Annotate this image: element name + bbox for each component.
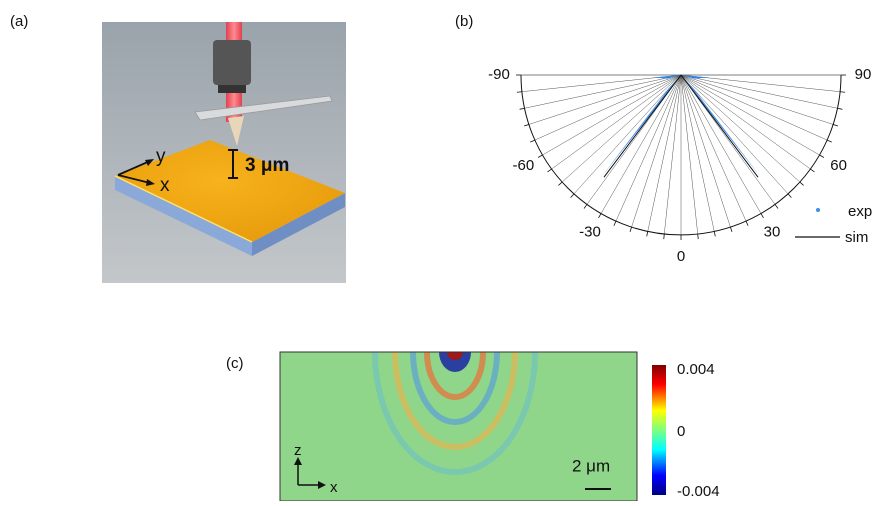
arc-tick xyxy=(520,108,525,109)
arc-tick xyxy=(838,108,843,109)
spoke xyxy=(681,75,788,194)
arc-tick xyxy=(647,232,648,237)
spoke xyxy=(574,75,681,194)
arc-tick xyxy=(664,234,665,239)
spoke xyxy=(681,75,761,214)
colorbar-tick-label: 0 xyxy=(677,423,685,440)
scale-bar-label: 2 μm xyxy=(572,456,610,475)
spoke xyxy=(562,75,681,182)
arc-tick xyxy=(558,182,562,185)
angle-tick-label: 0 xyxy=(677,248,685,265)
colorbar-tick-label: -0.004 xyxy=(677,483,720,500)
spoke xyxy=(632,75,681,227)
arc-tick xyxy=(746,221,748,226)
spoke xyxy=(542,75,681,155)
arc-tick xyxy=(548,169,552,172)
arc-tick xyxy=(840,92,845,93)
panel-label: (c) xyxy=(226,355,244,372)
spoke xyxy=(681,75,833,124)
arc-tick xyxy=(630,227,632,232)
arc-tick xyxy=(530,140,535,142)
arc-tick xyxy=(614,221,616,226)
spoke xyxy=(552,75,681,169)
arc-tick xyxy=(827,140,832,142)
panel-label: (a) xyxy=(10,13,28,30)
figure: (a) y x 3 μm (b) exp sim (c) xyxy=(0,0,886,501)
arc-tick xyxy=(538,155,542,158)
legend-marker xyxy=(816,208,820,212)
axis-label: y xyxy=(156,146,166,167)
afm-illustration xyxy=(102,22,346,283)
angle-tick-label: -90 xyxy=(488,66,510,83)
arc-tick xyxy=(820,155,824,158)
spoke xyxy=(681,75,714,232)
arc-tick xyxy=(524,124,529,126)
spoke xyxy=(681,75,730,227)
angle-tick-label: -30 xyxy=(579,224,601,241)
angle-tick-label: -60 xyxy=(513,157,535,174)
axis-label: x xyxy=(330,479,338,496)
spoke xyxy=(681,75,827,140)
angle-tick-label: 90 xyxy=(855,66,872,83)
arc-tick xyxy=(833,124,838,126)
polar-plot xyxy=(516,75,846,240)
spoke xyxy=(601,75,681,214)
arc-tick xyxy=(788,194,791,198)
arc-tick xyxy=(517,92,522,93)
axis-label: x xyxy=(160,175,170,196)
angle-tick-label: 60 xyxy=(830,157,847,174)
spoke xyxy=(529,75,681,124)
spoke xyxy=(648,75,681,232)
spoke xyxy=(664,75,681,234)
arc-tick xyxy=(584,204,587,208)
arc-tick xyxy=(571,194,574,198)
arc-tick xyxy=(599,214,602,218)
spoke xyxy=(535,75,681,140)
height-label: 3 μm xyxy=(245,155,289,176)
arc-tick xyxy=(810,169,814,172)
legend-label: sim xyxy=(845,229,868,246)
spoke xyxy=(681,75,698,234)
arc-tick xyxy=(800,182,804,185)
spoke xyxy=(681,75,820,155)
spoke xyxy=(681,75,810,169)
panel-label: (b) xyxy=(455,13,473,30)
angle-tick-label: 30 xyxy=(764,224,781,241)
legend-label: exp xyxy=(848,203,872,220)
colorbar-tick-label: 0.004 xyxy=(677,361,715,378)
arc-tick xyxy=(761,214,764,218)
colorbar-ticks: 0.004 0 -0.004 xyxy=(677,361,720,500)
arc-tick xyxy=(698,234,699,239)
spoke xyxy=(681,75,800,182)
axis-label: z xyxy=(294,442,302,459)
arc-tick xyxy=(730,227,732,232)
arc-tick xyxy=(714,232,715,237)
arc-tick xyxy=(775,204,778,208)
